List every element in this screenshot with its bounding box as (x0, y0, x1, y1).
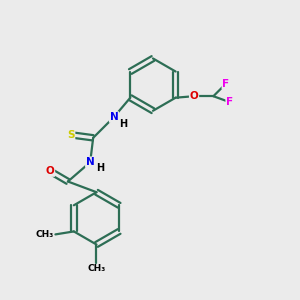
Text: O: O (190, 91, 198, 101)
Text: N: N (86, 157, 94, 167)
Text: H: H (119, 118, 128, 128)
Text: S: S (67, 130, 75, 140)
Text: O: O (46, 166, 54, 176)
Text: CH₃: CH₃ (36, 230, 54, 239)
Text: N: N (110, 112, 118, 122)
Text: CH₃: CH₃ (87, 264, 106, 273)
Text: H: H (96, 163, 104, 173)
Text: F: F (222, 79, 230, 89)
Text: F: F (226, 97, 233, 107)
